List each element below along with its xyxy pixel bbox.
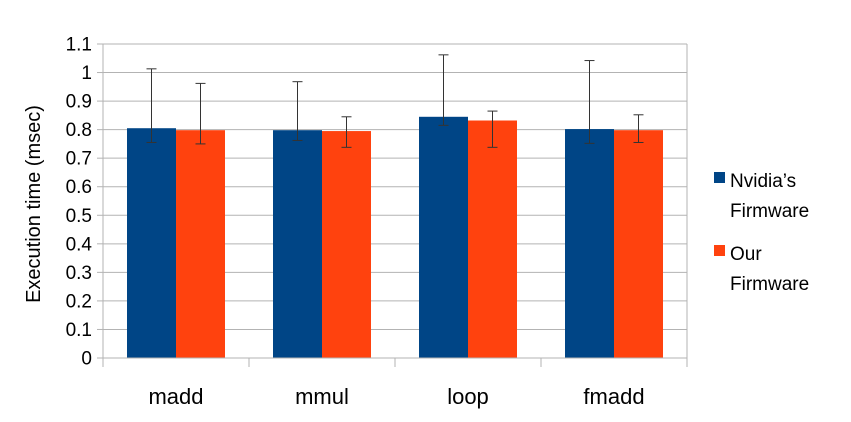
y-tick-label: 0.2	[66, 291, 92, 312]
bar-fmadd-series-2	[614, 130, 663, 358]
y-tick-label: 0	[81, 349, 92, 370]
y-tick-label: 1.1	[66, 35, 92, 56]
bar-loop-series-1	[419, 116, 468, 358]
bars	[127, 116, 663, 358]
legend-swatch-series-2	[714, 245, 725, 256]
legend-label-series-1: Nvidia’s	[730, 171, 796, 192]
bar-mmul-series-1	[273, 130, 322, 358]
y-tick-label: 0.1	[66, 320, 92, 341]
x-category-label: fmadd	[583, 384, 644, 409]
y-tick-label: 0.5	[66, 206, 92, 227]
legend-swatch-series-1	[714, 172, 725, 183]
x-category-label: mmul	[295, 384, 349, 409]
bar-madd-series-1	[127, 128, 176, 358]
x-category-label: loop	[447, 384, 489, 409]
error-bars	[146, 54, 644, 148]
y-axis-label: Execution time (msec)	[23, 105, 45, 303]
legend-label-series-1: Firmware	[730, 201, 809, 222]
axes: 0 0.1 0.2 0.3 0.4 0.5 0.6 0.7 0.8 0.9 1 1.1 madd mmul…	[66, 35, 688, 409]
y-tick-label: 0.4	[66, 234, 93, 255]
y-tick-label: 0.7	[66, 149, 92, 170]
bar-fmadd-series-1	[565, 129, 614, 358]
legend: Nvidia’s Firmware Our Firmware	[714, 171, 809, 295]
y-tick-label: 0.6	[66, 177, 92, 198]
x-category-label: madd	[148, 384, 203, 409]
bar-madd-series-2	[176, 130, 225, 358]
bar-loop-series-2	[468, 120, 517, 358]
bar-mmul-series-2	[322, 131, 371, 358]
y-tick-label: 1	[81, 63, 92, 84]
y-tick-label: 0.3	[66, 263, 92, 284]
legend-label-series-2: Firmware	[730, 274, 809, 295]
y-tick-label: 0.8	[66, 120, 92, 141]
legend-label-series-2: Our	[730, 244, 762, 265]
y-tick-label: 0.9	[66, 92, 92, 113]
